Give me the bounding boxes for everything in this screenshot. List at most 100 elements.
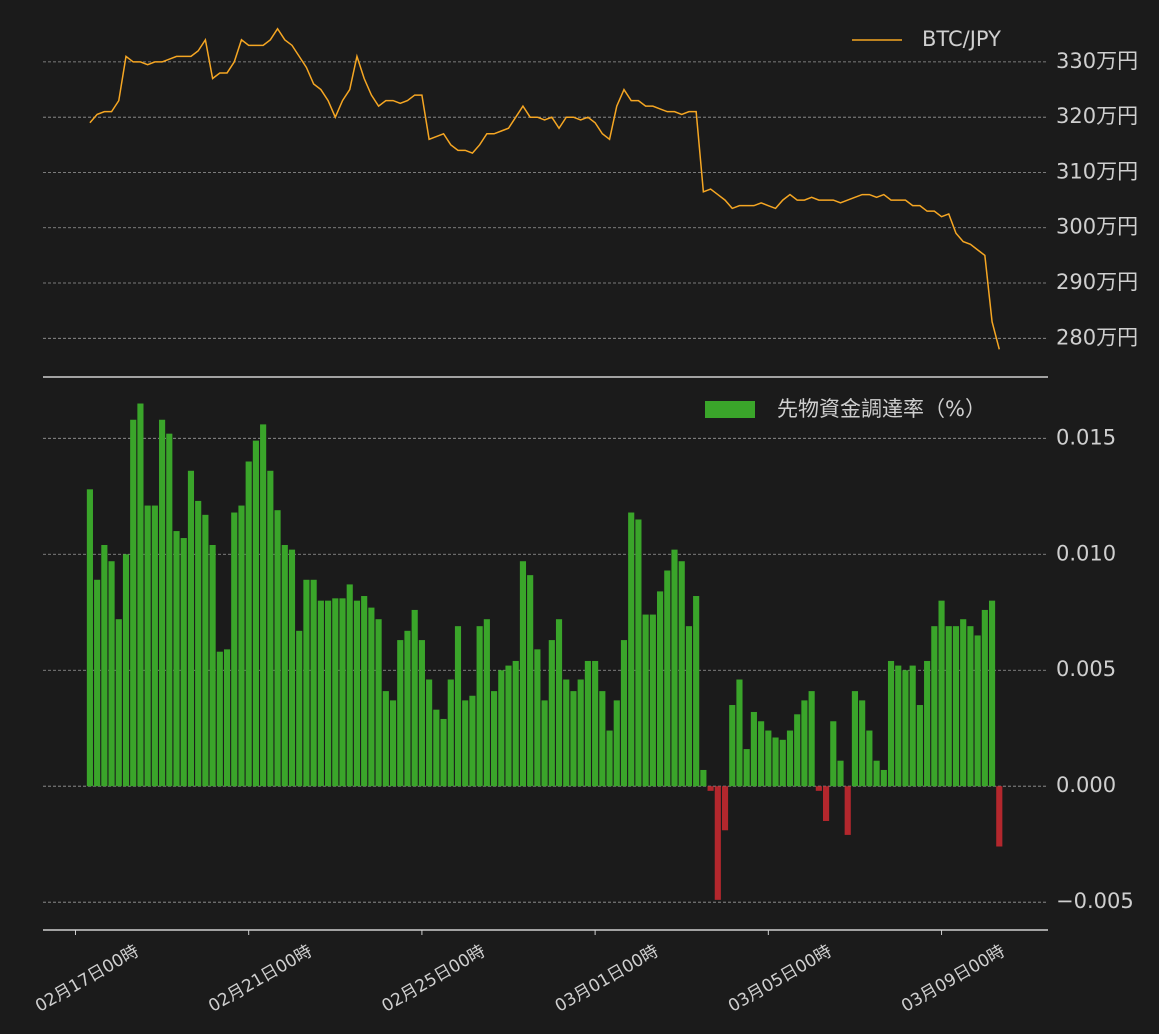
bar xyxy=(223,649,231,787)
bar xyxy=(368,607,375,787)
bar xyxy=(916,705,923,787)
bar xyxy=(974,635,981,787)
y-tick-label: 310万円 xyxy=(1056,159,1138,183)
y-tick-label: 280万円 xyxy=(1056,325,1138,349)
bar xyxy=(115,619,122,787)
bar xyxy=(317,600,324,787)
bar xyxy=(642,614,649,787)
bar xyxy=(996,786,1003,847)
bar xyxy=(339,598,346,787)
bar xyxy=(866,730,873,787)
bar xyxy=(628,512,635,787)
bar xyxy=(418,640,425,787)
bar xyxy=(426,679,433,787)
bar xyxy=(765,730,772,787)
bar xyxy=(86,489,93,787)
bar xyxy=(137,403,144,787)
bar xyxy=(447,679,454,787)
bar xyxy=(216,651,223,787)
bar xyxy=(202,514,209,787)
bar xyxy=(981,609,988,787)
bar xyxy=(729,705,736,787)
bar xyxy=(180,538,187,787)
bar xyxy=(657,591,664,787)
bar xyxy=(267,470,274,787)
bar xyxy=(952,626,960,787)
bar xyxy=(606,730,613,787)
y-tick-label: 0.010 xyxy=(1056,541,1116,565)
bar xyxy=(743,749,750,787)
bar xyxy=(772,737,779,787)
bar xyxy=(195,500,202,787)
bar xyxy=(476,626,483,787)
y-tick-label: 320万円 xyxy=(1056,104,1138,128)
bar xyxy=(909,665,916,787)
y-tick-label: 0.015 xyxy=(1056,425,1116,449)
bar xyxy=(649,614,656,787)
bar xyxy=(750,711,757,787)
bar xyxy=(252,440,259,787)
bar xyxy=(187,470,195,787)
bar xyxy=(967,626,974,787)
bar xyxy=(505,665,512,787)
y-tick-label: −0.005 xyxy=(1056,889,1134,913)
bar xyxy=(238,505,245,787)
bar xyxy=(758,721,765,787)
bar xyxy=(786,730,794,787)
bar xyxy=(108,561,115,787)
bar xyxy=(498,670,505,787)
bar xyxy=(823,786,830,821)
bar xyxy=(332,598,339,787)
bar xyxy=(844,786,851,835)
bar xyxy=(714,786,721,900)
bar xyxy=(671,549,678,787)
bar xyxy=(794,714,801,787)
bar xyxy=(577,679,584,787)
x-tick-label: 03月01日00時 xyxy=(552,941,662,1016)
bar xyxy=(527,575,534,787)
y-tick-label: 0.005 xyxy=(1056,657,1116,681)
bar xyxy=(887,660,895,787)
y-tick-label: 290万円 xyxy=(1056,270,1138,294)
x-tick-label: 03月05日00時 xyxy=(725,941,835,1016)
bar xyxy=(296,630,303,787)
bar xyxy=(880,769,887,787)
bar xyxy=(851,691,859,787)
price-line xyxy=(89,27,1001,350)
x-tick-label: 02月17日00時 xyxy=(32,941,142,1016)
bar xyxy=(548,640,555,787)
y-tick-label: 300万円 xyxy=(1056,215,1138,239)
bar xyxy=(361,596,368,787)
bar xyxy=(397,640,404,787)
bar xyxy=(895,665,902,787)
bar xyxy=(433,709,440,787)
bar xyxy=(411,609,418,787)
bar xyxy=(613,700,620,787)
bar xyxy=(274,510,281,787)
bar xyxy=(353,600,361,787)
x-tick-label: 02月25日00時 xyxy=(379,941,489,1016)
bar xyxy=(440,718,447,787)
bar xyxy=(620,640,628,787)
bar xyxy=(288,549,296,787)
bar xyxy=(512,660,519,787)
bar xyxy=(837,760,844,787)
bar xyxy=(231,512,238,787)
bar xyxy=(303,579,310,787)
bar xyxy=(491,691,498,787)
bar xyxy=(541,700,548,787)
legend-swatch xyxy=(705,401,755,418)
bar xyxy=(519,561,527,787)
bar xyxy=(404,630,411,787)
bar xyxy=(859,700,866,787)
bar xyxy=(375,619,382,787)
bar xyxy=(685,626,693,787)
bar xyxy=(700,769,707,787)
bar xyxy=(801,700,808,787)
bar xyxy=(462,700,469,787)
bar xyxy=(469,695,476,787)
bar xyxy=(721,786,729,831)
bar xyxy=(960,619,967,787)
bar xyxy=(592,660,599,787)
